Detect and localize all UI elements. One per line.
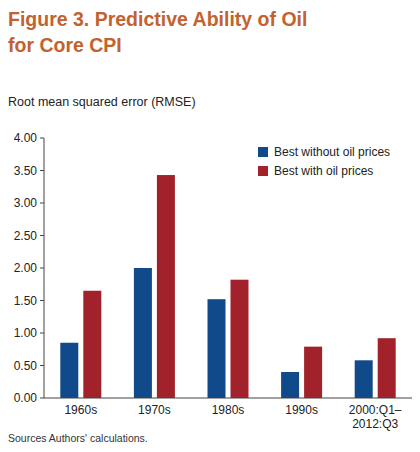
y-tick-label: 3.50	[14, 164, 38, 178]
title: Figure 3. Predictive Ability of Oil for …	[8, 6, 338, 58]
x-tick-label: 1980s	[212, 403, 245, 417]
y-axis	[44, 138, 45, 398]
y-tick	[40, 138, 44, 139]
y-tick-label: 0.50	[14, 359, 38, 373]
y-tick	[40, 300, 44, 301]
y-tick	[40, 235, 44, 236]
y-tick	[40, 268, 44, 269]
bar	[281, 372, 299, 398]
y-tick	[40, 365, 44, 366]
x-tick-label: 1990s	[285, 403, 318, 417]
y-tick	[40, 203, 44, 204]
bar	[157, 175, 175, 398]
y-tick-label: 0.00	[14, 391, 38, 405]
source: Sources Authors' calculations.	[8, 432, 148, 444]
bar	[60, 343, 78, 398]
bars	[60, 175, 395, 398]
y-tick-label: 2.00	[14, 261, 38, 275]
legend-label: Best without oil prices	[274, 145, 390, 159]
bar	[355, 360, 373, 398]
bar	[134, 268, 152, 398]
bar	[378, 338, 396, 398]
chart: 0.00 0.50 1.00 1.50 2.00 2.50 3.00 3.50 4.00 1960…	[0, 0, 420, 452]
subtitle: Root mean squared error (RMSE)	[8, 95, 196, 109]
legend-swatch	[258, 166, 268, 176]
bar	[208, 299, 226, 398]
legend-swatch	[258, 147, 268, 157]
y-tick	[40, 333, 44, 334]
bar	[231, 280, 249, 398]
x-tick-label-line: 2012:Q3	[352, 417, 398, 431]
legend-label: Best with oil prices	[274, 164, 373, 178]
x-tick-label-line: 2000:Q1–	[349, 403, 402, 417]
y-tick-label: 3.00	[14, 196, 38, 210]
bar	[83, 291, 101, 398]
y-tick-label: 1.50	[14, 294, 38, 308]
x-tick-label: 2000:Q1–2012:Q3	[349, 403, 402, 431]
x-tick-label: 1970s	[138, 403, 171, 417]
y-tick	[40, 170, 44, 171]
x-tick-label: 1960s	[64, 403, 97, 417]
y-tick-label: 2.50	[14, 229, 38, 243]
bar	[304, 347, 322, 398]
y-tick-label: 1.00	[14, 326, 38, 340]
x-axis	[44, 398, 412, 399]
y-tick	[40, 398, 44, 399]
y-tick-label: 4.00	[14, 131, 38, 145]
